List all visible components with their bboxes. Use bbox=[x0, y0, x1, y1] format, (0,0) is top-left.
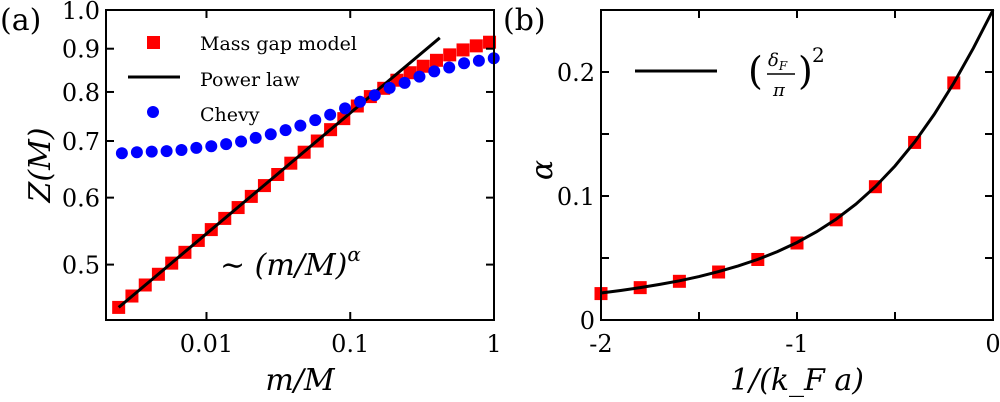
a-circle-point bbox=[190, 141, 203, 154]
a-square-point bbox=[429, 53, 443, 67]
a-circle-point bbox=[428, 65, 441, 78]
a-square-point bbox=[456, 43, 470, 57]
a-circle-point bbox=[220, 138, 233, 151]
legend-chevy-label: Chevy bbox=[200, 104, 260, 126]
a-xtick-label: 1 bbox=[486, 330, 501, 358]
a-ytick-label: 0.9 bbox=[62, 36, 100, 64]
a-circle-point bbox=[354, 95, 367, 108]
a-ytick-label: 0.5 bbox=[62, 252, 100, 280]
panel-a-marks bbox=[112, 35, 500, 314]
a-ytick-label: 0.6 bbox=[62, 185, 100, 213]
a-circle-point bbox=[160, 145, 173, 158]
a-circle-point bbox=[249, 131, 262, 144]
a-circle-point bbox=[413, 70, 426, 83]
b-xtick-label: -1 bbox=[785, 330, 808, 358]
b-line-series bbox=[600, 9, 995, 295]
formula-numerator: δF bbox=[768, 50, 788, 73]
legend-mass-gap-marker bbox=[147, 36, 160, 49]
panel-b-ticks: -2 -1 0 0 0.1 0.2 bbox=[557, 10, 1000, 358]
panel-b-marks bbox=[594, 9, 995, 301]
a-circle-point bbox=[235, 135, 248, 148]
a-circle-point bbox=[458, 57, 471, 70]
a-circle-point bbox=[145, 145, 158, 158]
formula-denominator: π bbox=[772, 80, 786, 101]
a-ytick-label: 0.7 bbox=[62, 128, 100, 156]
a-xtick-label: 0.01 bbox=[180, 330, 233, 358]
a-circle-point bbox=[383, 81, 396, 94]
formula-paren-right: ) bbox=[798, 49, 813, 93]
a-circle-point bbox=[368, 89, 381, 102]
panel-b: (b) -2 -1 0 0 0.1 0.2 1/(k_F a) α ( δF π ) 2 bbox=[503, 3, 1000, 398]
a-square-point bbox=[469, 39, 483, 53]
a-circle-point bbox=[339, 102, 352, 115]
panel-a-legend: Mass gap model Power law Chevy bbox=[128, 33, 357, 126]
a-circle-point bbox=[443, 61, 456, 74]
panel-a-frame bbox=[105, 9, 495, 321]
a-square-point bbox=[443, 48, 457, 62]
a-square-point bbox=[483, 35, 497, 49]
panel-b-ylabel: α bbox=[525, 160, 560, 180]
formula-power: 2 bbox=[812, 43, 825, 67]
b-xtick-label: 0 bbox=[985, 330, 1000, 358]
a-circle-point bbox=[309, 114, 322, 127]
a-circle-point bbox=[130, 146, 143, 159]
a-line-series bbox=[117, 36, 441, 309]
a-xtick-label: 0.1 bbox=[331, 330, 369, 358]
annotation-text: ∼ (m/M) bbox=[220, 248, 347, 283]
a-circle-point bbox=[294, 119, 307, 132]
a-circle-point bbox=[175, 144, 188, 157]
b-xtick-label: -2 bbox=[589, 330, 612, 358]
a-ytick-label: 0.8 bbox=[62, 79, 100, 107]
a-circle-point bbox=[279, 124, 292, 137]
formula-delta: δ bbox=[768, 50, 779, 71]
panel-b-frame bbox=[600, 9, 994, 321]
a-circle-point bbox=[472, 54, 485, 67]
a-circle-point bbox=[115, 147, 128, 160]
annotation-exponent: α bbox=[347, 242, 361, 266]
panel-a-ylabel: Z(M) bbox=[23, 128, 58, 204]
a-ytick-label: 1.0 bbox=[62, 0, 100, 25]
a-square-point bbox=[403, 66, 417, 80]
panel-a-ticks: 0.01 0.1 1 0.5 0.6 0.7 0.8 0.9 1.0 bbox=[62, 0, 502, 358]
legend-power-law-label: Power law bbox=[200, 69, 300, 91]
a-circle-point bbox=[324, 108, 337, 121]
panel-b-xlabel: 1/(k_F a) bbox=[730, 363, 864, 398]
a-square-point bbox=[416, 59, 430, 73]
formula-paren-left: ( bbox=[748, 49, 763, 93]
a-circle-point bbox=[205, 140, 218, 153]
a-circle-point bbox=[264, 128, 277, 141]
power-law-annotation: ∼ (m/M)α bbox=[220, 242, 361, 283]
formula-subscript: F bbox=[778, 59, 788, 73]
panel-b-legend: ( δF π ) 2 bbox=[635, 43, 825, 101]
b-ytick-label: 0.2 bbox=[557, 59, 595, 87]
panel-a: (a) 0.01 0.1 10.50.60.70.80.91.0 m/M Z(M) … bbox=[0, 0, 502, 398]
panel-b-label: (b) bbox=[503, 3, 546, 38]
panel-a-label: (a) bbox=[0, 3, 41, 38]
panel-a-xlabel: m/M bbox=[265, 363, 336, 398]
b-ytick-label: 0.1 bbox=[557, 183, 595, 211]
legend-chevy-marker bbox=[147, 106, 159, 118]
legend-mass-gap-label: Mass gap model bbox=[200, 33, 357, 55]
b-ytick-label: 0 bbox=[580, 307, 595, 335]
a-circle-point bbox=[398, 76, 411, 89]
legend-formula: ( δF π ) 2 bbox=[748, 43, 825, 101]
